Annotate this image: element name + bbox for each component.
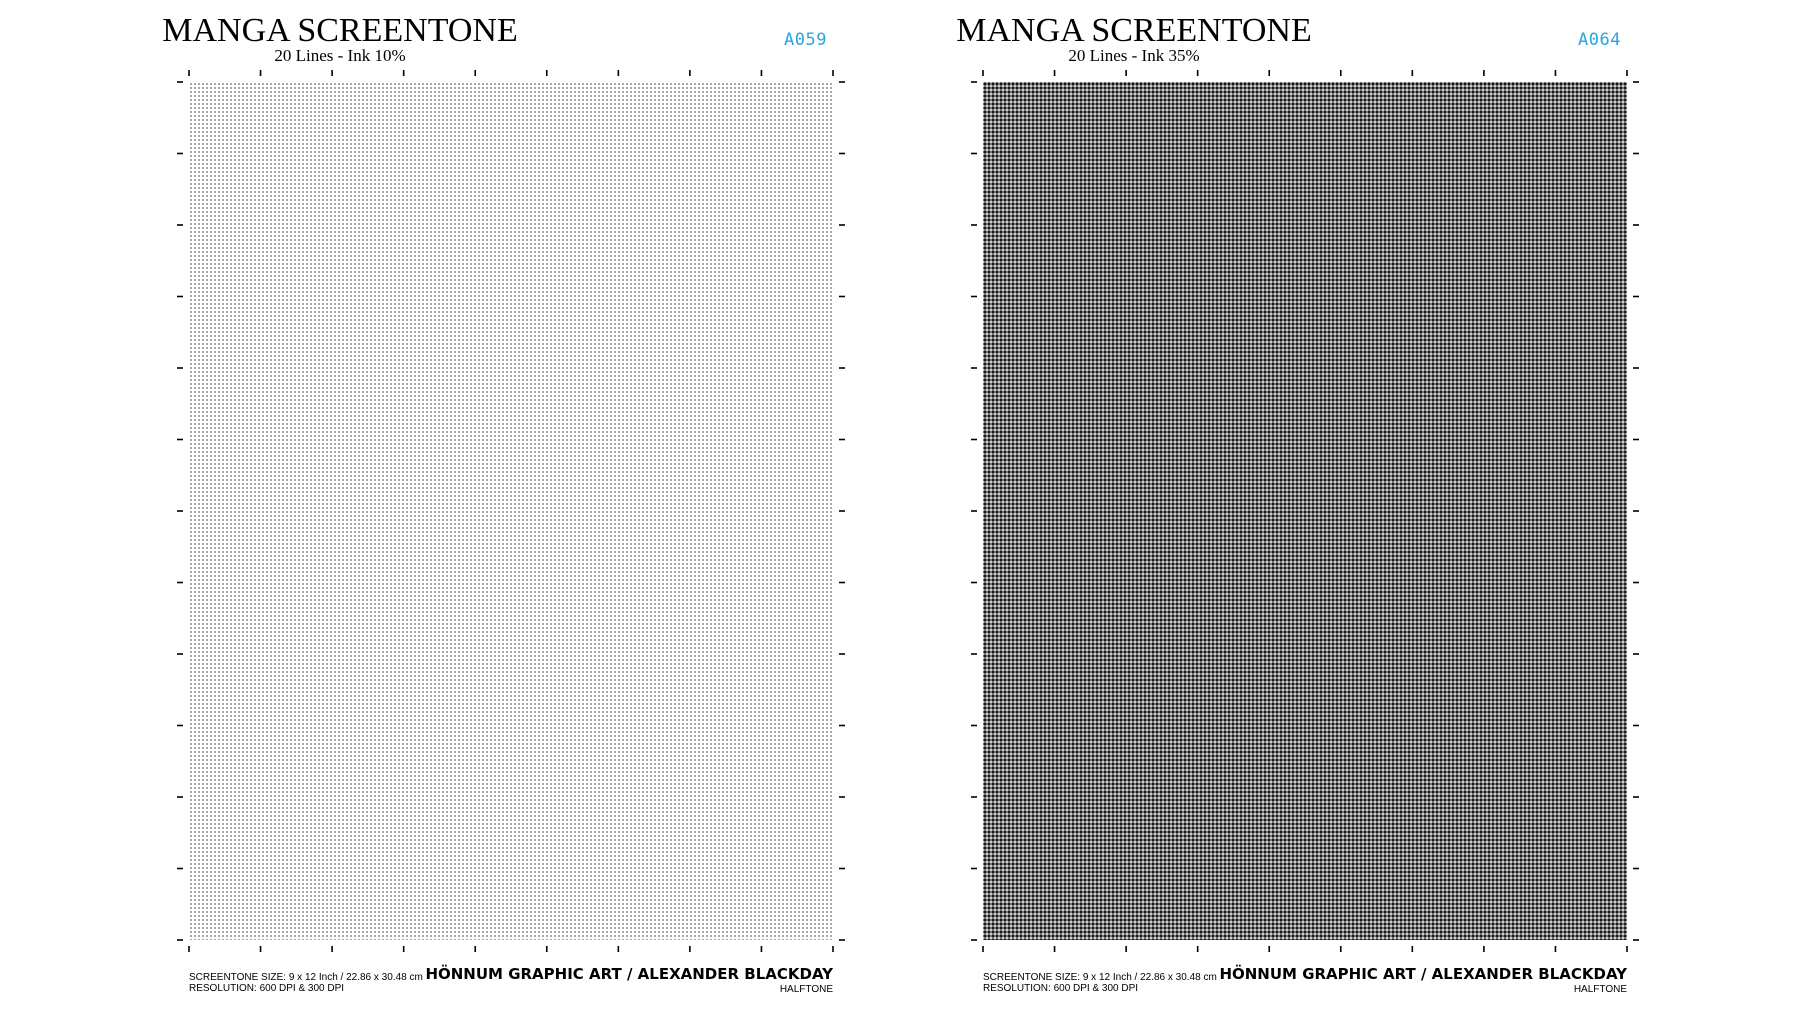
sheet-code: A064 [1578,30,1621,50]
size-line: SCREENTONE SIZE: 9 x 12 Inch / 22.86 x 3… [983,972,1217,983]
sheet-subtitle: 20 Lines - Ink 35% [1068,46,1200,65]
sheet-info: SCREENTONE SIZE: 9 x 12 Inch / 22.86 x 3… [983,972,1217,994]
sheet-title: MANGA SCREENTONE [162,12,518,49]
sheet-subtitle: 20 Lines - Ink 10% [274,46,406,65]
screentone-sheet-right: MANGA SCREENTONE 20 Lines - Ink 35% A064… [794,0,1639,1012]
brand-label: HÖNNUM GRAPHIC ART / ALEXANDER BLACKDAY [425,965,833,983]
resolution-line: RESOLUTION: 600 DPI & 300 DPI [189,983,345,994]
category-label: HALFTONE [1573,984,1627,995]
screentone-sheet-left: MANGA SCREENTONE 20 Lines - Ink 10% A059… [0,0,845,1012]
size-line: SCREENTONE SIZE: 9 x 12 Inch / 22.86 x 3… [189,972,423,983]
resolution-line: RESOLUTION: 600 DPI & 300 DPI [983,983,1139,994]
screentone-pattern-35 [983,82,1627,940]
sheet-title: MANGA SCREENTONE [956,12,1312,49]
sheet-info: SCREENTONE SIZE: 9 x 12 Inch / 22.86 x 3… [189,972,423,994]
brand-label: HÖNNUM GRAPHIC ART / ALEXANDER BLACKDAY [1219,965,1627,983]
sheet-code: A059 [784,30,827,50]
category-label: HALFTONE [779,984,833,995]
screentone-pattern-10 [189,82,833,940]
